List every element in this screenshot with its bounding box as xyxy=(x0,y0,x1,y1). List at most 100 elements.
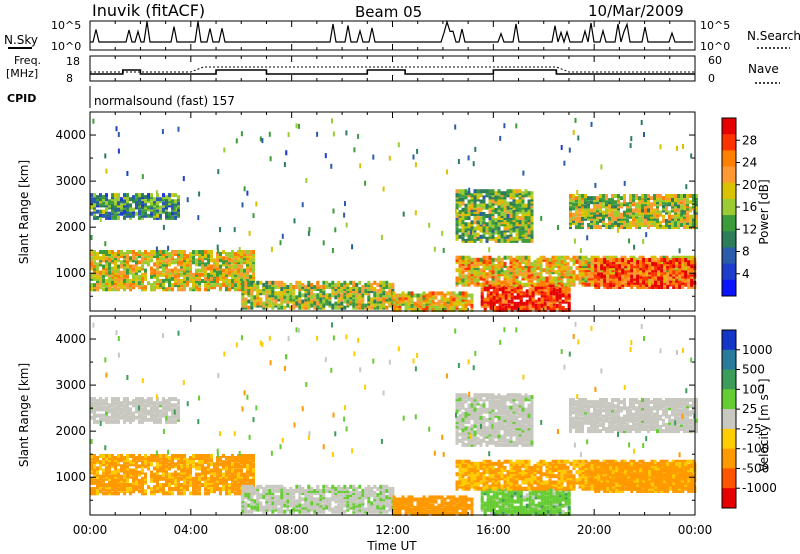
power-cell xyxy=(307,230,310,236)
power-cell xyxy=(563,274,567,279)
power-cell xyxy=(492,301,496,306)
power-cell xyxy=(367,280,371,285)
power-cell xyxy=(605,202,608,207)
power-cell xyxy=(653,194,656,198)
power-cell xyxy=(635,212,638,217)
velocity-cell xyxy=(231,458,234,463)
power-cell xyxy=(201,264,204,269)
power-cell xyxy=(246,272,249,277)
power-cell xyxy=(250,289,254,294)
velocity-cell xyxy=(247,503,251,508)
power-cell xyxy=(663,285,667,289)
power-cell xyxy=(189,270,192,275)
power-cell xyxy=(388,282,392,287)
power-cell xyxy=(537,299,541,304)
power-cell xyxy=(168,262,171,267)
velocity-cell xyxy=(165,478,168,483)
power-cell xyxy=(656,225,659,230)
power-cell xyxy=(581,216,584,221)
power-cell xyxy=(120,264,123,269)
power-cell xyxy=(482,212,486,216)
power-cell xyxy=(253,282,257,287)
power-cell xyxy=(527,218,531,223)
power-cell xyxy=(135,260,138,265)
power-cell xyxy=(482,272,486,277)
velocity-cell xyxy=(126,468,129,473)
power-cell xyxy=(195,270,198,275)
power-cell xyxy=(96,254,99,259)
cpid-label: CPID xyxy=(7,92,36,105)
power-cell xyxy=(228,262,231,267)
power-cell xyxy=(361,297,365,302)
power-cell xyxy=(521,218,525,223)
power-cell xyxy=(473,220,477,225)
power-cell xyxy=(219,285,222,290)
power-cell xyxy=(144,268,147,273)
power-cell xyxy=(153,268,156,273)
power-cell xyxy=(494,207,498,212)
power-cell xyxy=(530,191,534,196)
power-cell xyxy=(530,261,534,266)
power-cell xyxy=(527,274,531,279)
power-cell xyxy=(620,225,623,230)
power-cell xyxy=(602,218,605,223)
power-cell xyxy=(126,262,129,267)
station-title: Inuvik (fitACF) xyxy=(92,1,205,20)
power-cell xyxy=(337,280,341,285)
power-cell xyxy=(385,280,389,285)
power-cell xyxy=(615,264,619,269)
power-cell xyxy=(90,272,93,277)
power-cell xyxy=(599,204,602,209)
power-cell xyxy=(159,256,162,261)
power-cell xyxy=(621,270,625,275)
power-cell xyxy=(686,202,689,207)
power-cell xyxy=(228,252,231,256)
power-cell xyxy=(644,204,647,209)
power-cell xyxy=(292,291,296,296)
power-cell xyxy=(551,264,555,268)
power-cell xyxy=(641,202,644,207)
power-cell xyxy=(512,259,516,264)
power-cell xyxy=(171,260,174,265)
velocity-cell xyxy=(96,489,99,494)
power-cell xyxy=(639,266,643,271)
power-cell xyxy=(141,276,144,281)
power-data xyxy=(90,117,698,312)
velocity-cell xyxy=(135,464,138,469)
power-cell xyxy=(503,274,507,279)
power-cell xyxy=(593,200,596,205)
power-cell xyxy=(234,256,237,261)
velocity-cell xyxy=(201,472,204,477)
velocity-cell xyxy=(144,489,147,494)
power-cell xyxy=(138,276,141,281)
power-cell xyxy=(564,308,568,312)
power-cell xyxy=(561,293,565,298)
power-cell xyxy=(168,279,171,283)
power-cell xyxy=(518,201,522,206)
power-cell xyxy=(518,266,522,271)
power-cell xyxy=(488,266,492,271)
power-cell xyxy=(144,276,147,281)
power-cell xyxy=(518,224,522,229)
power-cell xyxy=(467,212,471,216)
power-cell xyxy=(96,276,99,281)
power-cell xyxy=(650,223,653,227)
power-cell xyxy=(512,203,516,208)
velocity-cell xyxy=(207,458,210,463)
power-cell xyxy=(153,215,156,220)
power-cell xyxy=(135,197,138,202)
power-cell xyxy=(692,216,695,221)
power-cell xyxy=(114,207,117,212)
velocity-cell xyxy=(135,456,138,460)
velocity-cell xyxy=(177,483,180,487)
power-cell xyxy=(262,289,266,294)
power-cell xyxy=(626,204,629,209)
power-cell xyxy=(618,285,622,289)
power-cell xyxy=(346,293,350,298)
power-cell xyxy=(681,278,685,283)
power-cell xyxy=(144,205,147,210)
power-cell xyxy=(486,287,490,292)
nsky-tick-top: 10^5 xyxy=(51,19,81,32)
power-cell xyxy=(280,297,284,302)
power-cell xyxy=(686,225,689,230)
